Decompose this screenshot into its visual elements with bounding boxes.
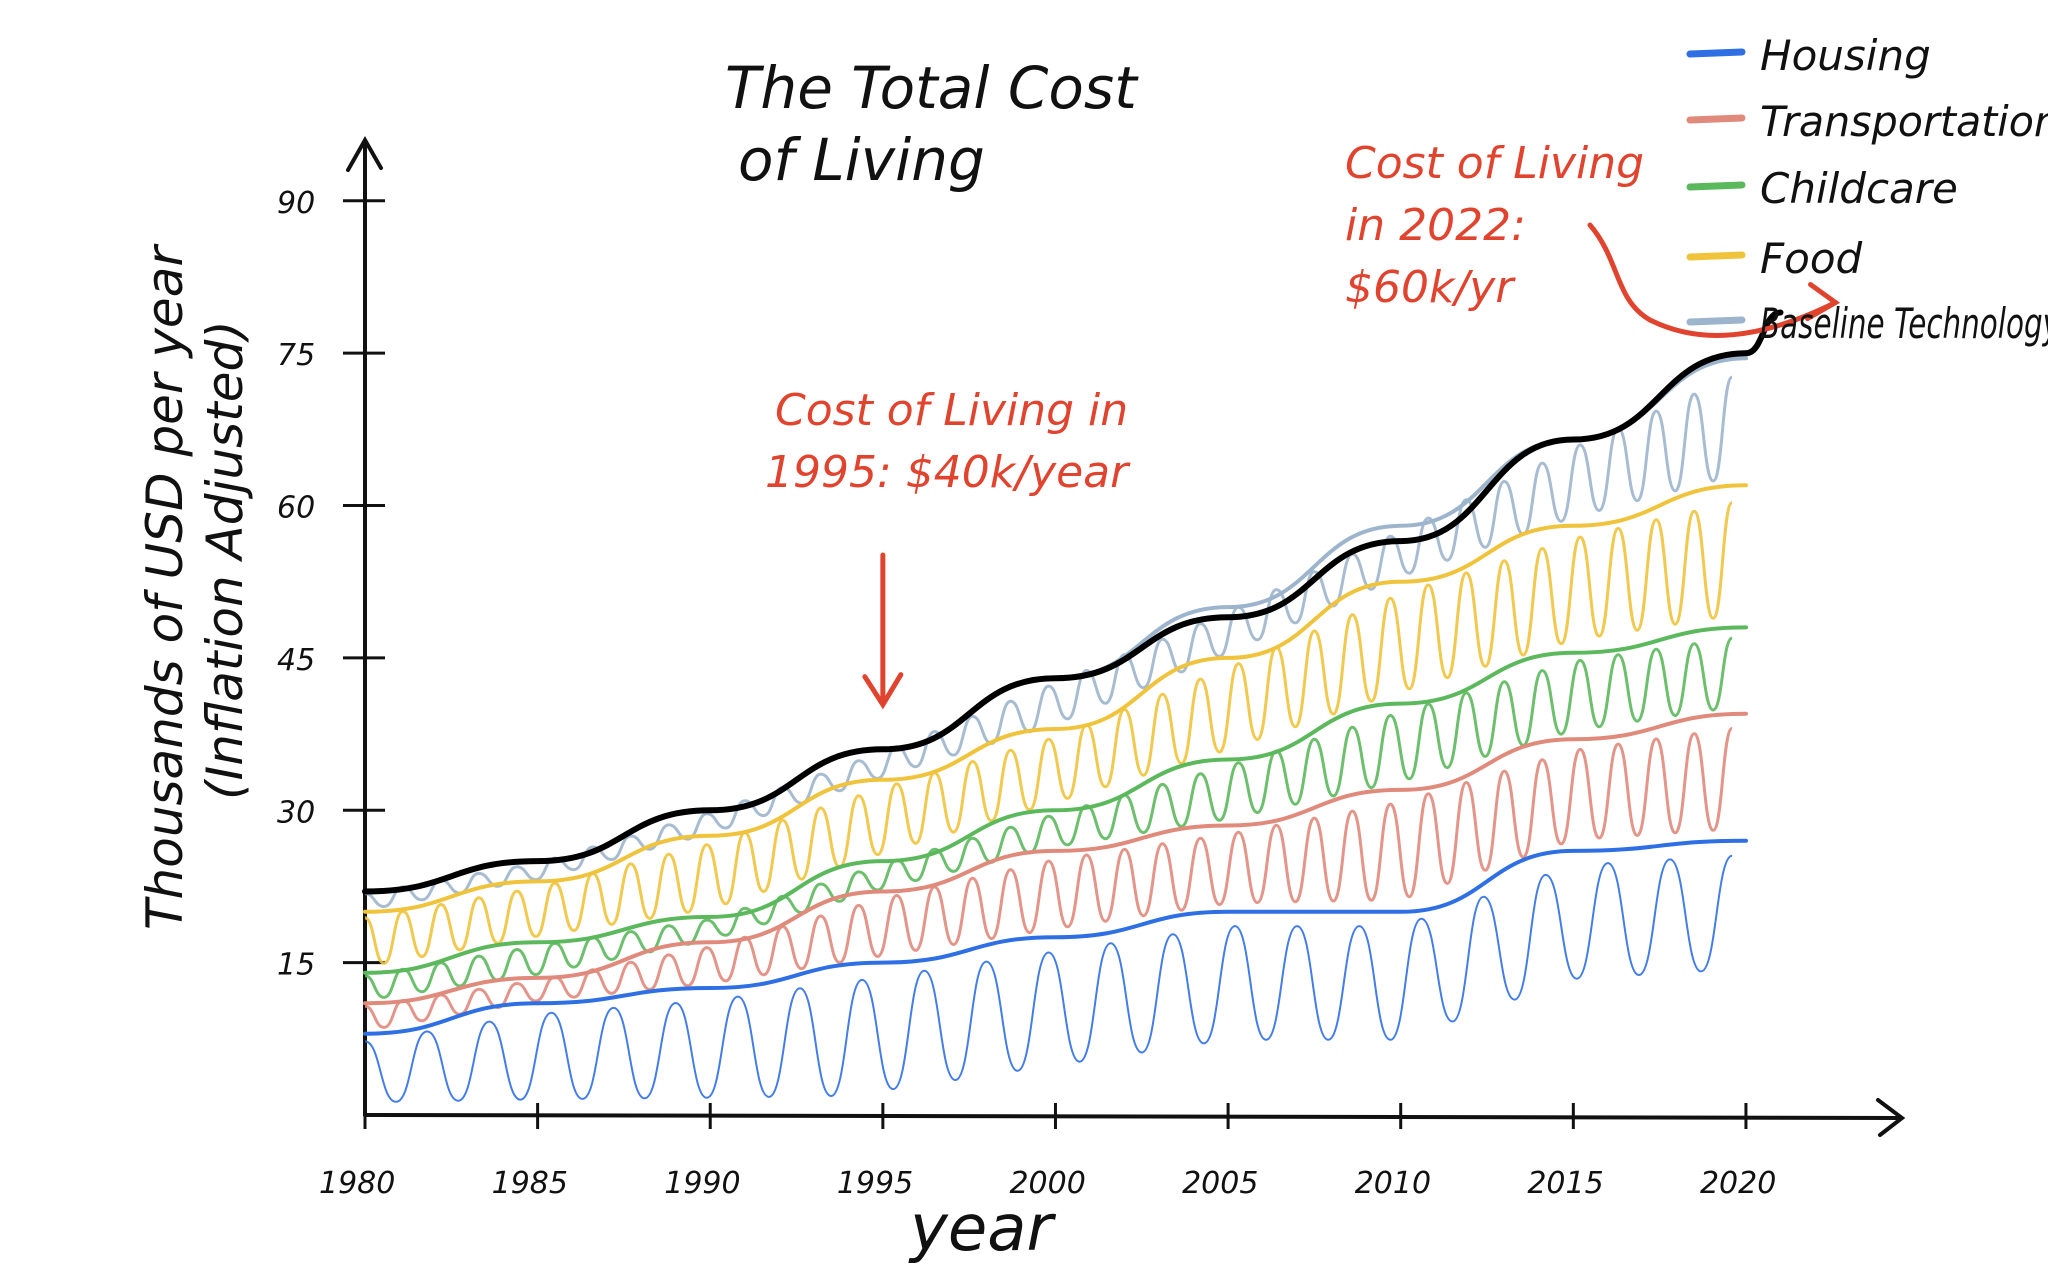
chart-title-line-2: of Living	[738, 126, 985, 194]
x-axis-label: year	[908, 1192, 1056, 1266]
arrow-head-icon	[1804, 282, 1841, 322]
x-tick-label: 1985	[492, 1166, 568, 1201]
x-tick-label: 1990	[664, 1166, 740, 1201]
legend-label-food: Food	[1760, 234, 1863, 283]
scribble-fill-transportation	[364, 726, 1734, 1029]
y-axis-label-line-1: Thousands of USD per year	[136, 243, 194, 930]
y-axis-label-line-2: (Inflation Adjusted)	[196, 320, 254, 800]
annotation-1995-line-2: 1995: $40k/year	[765, 447, 1131, 498]
scribble-fill-food	[364, 501, 1734, 965]
y-tick-label: 60	[277, 491, 315, 526]
legend-swatch-childcare	[1686, 181, 1746, 191]
y-tick-label: 75	[277, 338, 315, 373]
x-axis-arrow-icon	[1876, 1098, 1906, 1137]
legend-label-housing: Housing	[1760, 31, 1931, 80]
annotation-2022-line-2: in 2022:	[1345, 200, 1526, 251]
annotation-2022-line-1: Cost of Living	[1345, 138, 1644, 189]
y-axis-arrow-icon	[346, 135, 383, 172]
annotation-2022-arrow	[1587, 222, 1838, 338]
legend-label-transportation: Transportation	[1760, 97, 2048, 146]
y-tick-label: 45	[277, 643, 315, 678]
x-tick-label: 2005	[1182, 1166, 1258, 1201]
scribble-fill-baseline-technology	[364, 375, 1734, 908]
legend-swatch-transportation	[1686, 114, 1746, 124]
scribble-fill-childcare	[364, 636, 1734, 999]
x-tick-label: 2010	[1355, 1166, 1431, 1201]
legend-label-childcare: Childcare	[1760, 164, 1958, 213]
x-axis-line	[363, 1113, 1902, 1120]
annotation-2022-line-3: $60k/yr	[1345, 262, 1516, 313]
series-line-food	[363, 483, 1748, 914]
scribble-fill-housing	[364, 854, 1733, 1103]
legend-label-baseline-technology: Baseline Technology	[1760, 299, 2048, 348]
legend-swatch-baseline-technology	[1686, 316, 1746, 326]
legend-swatch-housing	[1686, 48, 1746, 58]
x-tick-label: 1980	[319, 1166, 395, 1201]
chart-title-line-1: The Total Cost	[725, 54, 1139, 122]
y-tick-label: 15	[277, 948, 315, 983]
arrow-head-icon	[862, 672, 904, 710]
x-tick-label: 1995	[837, 1166, 913, 1201]
y-tick-label: 90	[277, 186, 315, 221]
annotation-1995-line-1: Cost of Living in	[775, 385, 1128, 436]
y-tick-label: 30	[277, 795, 315, 830]
x-tick-label: 2015	[1527, 1166, 1603, 1201]
total-cost-line	[362, 309, 1784, 895]
legend: Housing Transportation Childcare Food Baseli…	[1686, 31, 2048, 348]
legend-swatch-food	[1686, 251, 1746, 261]
axes	[346, 135, 1906, 1137]
x-tick-label: 2000	[1009, 1166, 1085, 1201]
x-tick-label: 2020	[1700, 1166, 1776, 1201]
